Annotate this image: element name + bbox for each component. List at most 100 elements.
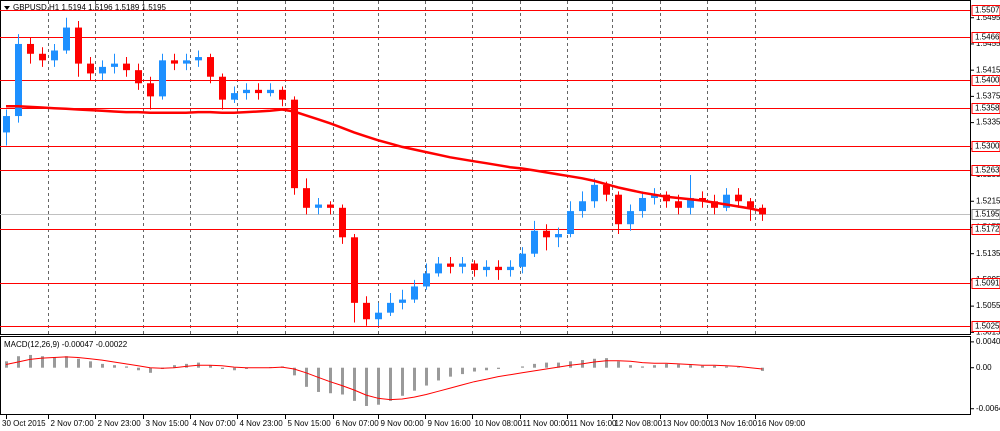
x-tick-label: 13 Nov 16:00 (710, 419, 758, 428)
candle-body (567, 211, 574, 235)
level-label: 1.5263 (975, 166, 1000, 175)
level-label: 1.5300 (975, 142, 1000, 151)
level-label-box (971, 103, 1000, 114)
candle-body (87, 63, 94, 74)
x-tick-label: 12 Nov 08:00 (615, 419, 663, 428)
candle-body (327, 204, 334, 208)
y-tick-label: -0.00643 (976, 404, 1000, 413)
candle-body (603, 184, 610, 195)
y-tick-label: 1.5375 (976, 91, 1000, 100)
x-tick-label: 11 Nov 16:00 (570, 419, 618, 428)
candle-body (459, 263, 466, 267)
level-label: 1.5507 (975, 6, 1000, 15)
candle-body (555, 234, 562, 238)
candle-body (615, 194, 622, 225)
candle-body (159, 60, 166, 97)
x-tick-label: 4 Nov 23:00 (240, 419, 284, 428)
level-label-box (971, 5, 1000, 16)
y-tick-label: 0.00 (976, 363, 992, 372)
candle-body (735, 194, 742, 202)
x-tick-label: 9 Nov 16:00 (428, 419, 472, 428)
candle-body (471, 263, 478, 271)
level-label: 1.5466 (975, 33, 1000, 42)
current-price-box (971, 209, 1000, 220)
x-tick-label: 5 Nov 15:00 (288, 419, 332, 428)
x-tick-label: 10 Nov 08:00 (475, 419, 523, 428)
candle-body (315, 204, 322, 208)
x-tick-label: 11 Nov 00:00 (523, 419, 571, 428)
candle-body (531, 230, 538, 254)
candle-body (339, 207, 346, 238)
level-label-box (971, 165, 1000, 176)
candle-body (99, 66, 106, 74)
level-label-box (971, 75, 1000, 86)
candle-body (591, 184, 598, 202)
candle-body (267, 89, 274, 94)
level-label-box (971, 32, 1000, 43)
macd-title: MACD(12,26,9) -0.00047 -0.00022 (4, 340, 128, 349)
candle-body (303, 188, 310, 208)
candle-body (279, 89, 286, 100)
candle-body (255, 89, 262, 94)
candle-body (291, 99, 298, 189)
candle-body (435, 263, 442, 274)
candle-body (351, 237, 358, 303)
x-tick-label: 3 Nov 15:00 (146, 419, 190, 428)
x-tick-label: 9 Nov 00:00 (381, 419, 425, 428)
candle-body (243, 89, 250, 94)
candle-body (15, 43, 22, 117)
candle-body (219, 76, 226, 100)
candle-body (747, 201, 754, 208)
candle-body (507, 266, 514, 271)
candle-body (51, 50, 58, 61)
level-label: 1.5400 (975, 76, 1000, 85)
candle-body (711, 201, 718, 208)
candle-body (495, 266, 502, 271)
candle-body (651, 194, 658, 198)
level-label: 1.5358 (975, 104, 1000, 113)
candle-body (231, 93, 238, 100)
level-label-box (971, 278, 1000, 289)
level-label: 1.5025 (975, 322, 1000, 331)
y-tick-label: 1.5415 (976, 65, 1000, 74)
x-tick-label: 16 Nov 09:00 (758, 419, 806, 428)
candle-body (147, 83, 154, 97)
candle-body (123, 63, 130, 71)
moving-average (6, 104, 763, 213)
level-label: 1.5172 (975, 225, 1000, 234)
level-label-box (971, 321, 1000, 332)
x-tick-label: 2 Nov 23:00 (98, 419, 142, 428)
chart-title: GBPUSD,H1 1.5194 1.5196 1.5189 1.5195 (13, 3, 167, 12)
candle-body (375, 312, 382, 320)
x-tick-label: 4 Nov 07:00 (193, 419, 237, 428)
candle-body (75, 27, 82, 64)
y-tick-label: 1.5055 (976, 301, 1000, 310)
candle-body (387, 302, 394, 313)
candle-body (447, 263, 454, 267)
candle-body (135, 70, 142, 84)
candle-body (183, 60, 190, 64)
candle-body (63, 27, 70, 51)
y-tick-label: 1.5215 (976, 196, 1000, 205)
macd-frame (0, 336, 971, 415)
candle-body (27, 43, 34, 54)
x-tick-label: 13 Nov 00:00 (663, 419, 711, 428)
candle-body (207, 57, 214, 77)
candle-body (543, 230, 550, 238)
x-tick-label: 6 Nov 07:00 (336, 419, 380, 428)
title-marker (4, 6, 10, 10)
candle-body (519, 253, 526, 267)
y-tick-label: 1.5495 (976, 13, 1000, 22)
candle-body (759, 207, 766, 215)
x-tick-label: 2 Nov 07:00 (51, 419, 95, 428)
level-label: 1.5091 (975, 279, 1000, 288)
candle-body (195, 57, 202, 61)
level-label-box (971, 224, 1000, 235)
candle-body (171, 60, 178, 64)
candle-body (627, 211, 634, 225)
current-price-label: 1.5195 (975, 210, 1000, 219)
candle-body (723, 194, 730, 208)
candle-body (399, 299, 406, 303)
